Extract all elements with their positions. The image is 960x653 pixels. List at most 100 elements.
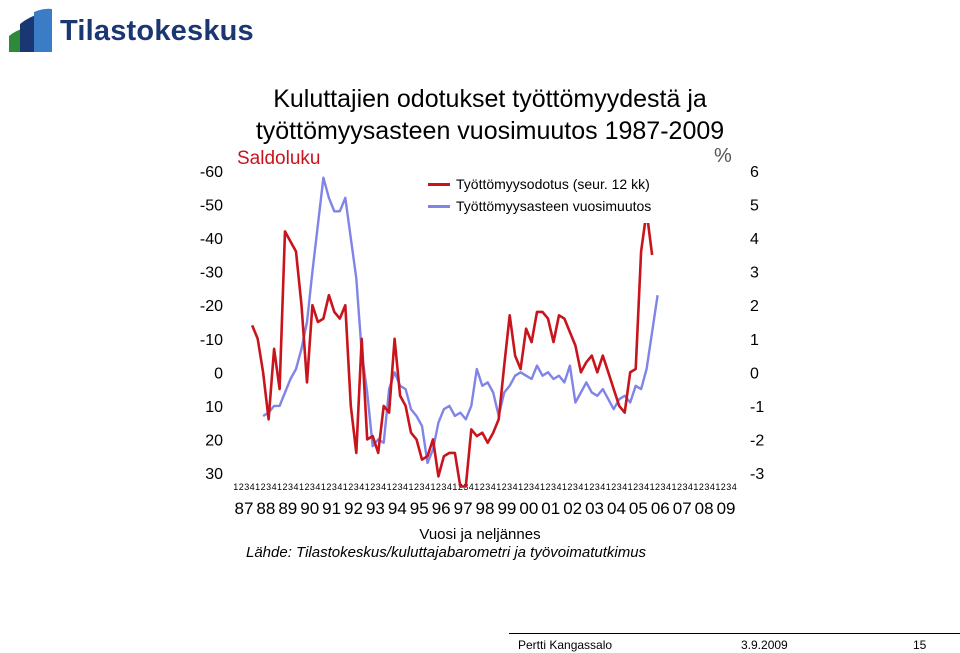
x-quarter-tick-label: 1: [715, 482, 720, 492]
x-quarter-tick-label: 4: [425, 482, 430, 492]
x-quarter-tick-label: 4: [293, 482, 298, 492]
source-note: Lähde: Tilastokeskus/kuluttajabarometri …: [246, 544, 647, 561]
x-axis-title: Vuosi ja neljännes: [419, 526, 541, 543]
legend-item-expectation: Työttömyysodotus (seur. 12 kk): [428, 173, 678, 195]
x-quarter-tick-label: 3: [595, 482, 600, 492]
x-quarter-tick-label: 2: [633, 482, 638, 492]
brand-logo: Tilastokeskus: [6, 6, 254, 56]
x-quarter-tick-label: 3: [310, 482, 315, 492]
x-quarter-tick-label: 4: [359, 482, 364, 492]
legend-swatch-unemployment-change: [428, 204, 450, 208]
x-quarter-tick-label: 1: [277, 482, 282, 492]
x-quarter-tick-label: 3: [726, 482, 731, 492]
x-quarter-tick-label: 3: [507, 482, 512, 492]
right-axis-tick-label: 1: [750, 332, 759, 349]
left-axis-tick-label: 0: [214, 365, 223, 382]
x-quarter-tick-label: 2: [414, 482, 419, 492]
x-quarter-tick-label: 2: [304, 482, 309, 492]
brand-name: Tilastokeskus: [60, 14, 254, 47]
x-quarter-tick-label: 2: [502, 482, 507, 492]
x-quarter-tick-label: 4: [491, 482, 496, 492]
left-axis-tick-label: 20: [205, 432, 223, 449]
right-axis-tick-label: 6: [750, 164, 759, 181]
left-axis-tick-label: 30: [205, 466, 223, 483]
x-quarter-tick-label: 2: [261, 482, 266, 492]
left-axis-tick-label: -50: [200, 198, 223, 215]
x-quarter-tick-label: 4: [469, 482, 474, 492]
chart-title-line1: Kuluttajien odotukset työttömyydestä ja: [273, 85, 707, 113]
x-quarter-tick-label: 2: [348, 482, 353, 492]
x-quarter-tick-label: 2: [721, 482, 726, 492]
right-axis-unit: %: [714, 145, 732, 167]
slide-footer: Pertti Kangassalo 3.9.2009 15: [509, 633, 960, 653]
x-quarter-tick-label: 3: [529, 482, 534, 492]
x-quarter-tick-label: 3: [332, 482, 337, 492]
legend-item-unemployment-change: Työttömyysasteen vuosimuutos: [428, 195, 678, 217]
x-quarter-tick-label: 4: [688, 482, 693, 492]
x-year-tick-label: 95: [410, 499, 429, 518]
x-quarter-tick-label: 4: [513, 482, 518, 492]
footer-page-number: 15: [913, 638, 927, 652]
chart-title-line2: työttömyysasteen vuosimuutos 1987-2009: [255, 117, 725, 145]
series-line-expectation: [250, 210, 654, 488]
x-year-tick-label: 09: [717, 499, 736, 518]
x-quarter-tick-label: 1: [474, 482, 479, 492]
x-year-tick-label: 97: [454, 499, 473, 518]
x-quarter-tick-label: 1: [671, 482, 676, 492]
x-quarter-tick-label: 1: [452, 482, 457, 492]
x-quarter-tick-label: 2: [699, 482, 704, 492]
x-quarter-tick-label: 1: [299, 482, 304, 492]
x-quarter-tick-label: 1: [540, 482, 545, 492]
left-axis-tick-label: -30: [200, 265, 223, 282]
x-quarter-tick-label: 4: [272, 482, 277, 492]
x-year-tick-label: 88: [256, 499, 275, 518]
x-quarter-tick-label: 2: [436, 482, 441, 492]
x-year-tick-label: 93: [366, 499, 385, 518]
x-year-tick-label: 07: [673, 499, 692, 518]
x-quarter-tick-label: 3: [376, 482, 381, 492]
x-quarter-tick-label: 3: [617, 482, 622, 492]
legend-swatch-expectation: [428, 182, 450, 186]
x-quarter-tick-label: 1: [255, 482, 260, 492]
x-quarter-tick-label: 1: [365, 482, 370, 492]
x-quarter-tick-label: 2: [545, 482, 550, 492]
x-year-tick-label: 91: [322, 499, 341, 518]
chart-legend: Työttömyysodotus (seur. 12 kk) Työttömyy…: [428, 173, 678, 223]
x-quarter-tick-label: 1: [518, 482, 523, 492]
x-quarter-tick-label: 1: [343, 482, 348, 492]
x-quarter-tick-label: 3: [661, 482, 666, 492]
legend-label-expectation: Työttömyysodotus (seur. 12 kk): [456, 176, 650, 192]
x-quarter-tick-label: 1: [496, 482, 501, 492]
x-quarter-tick-label: 4: [732, 482, 737, 492]
x-year-tick-label: 04: [607, 499, 626, 518]
x-quarter-tick-label: 3: [441, 482, 446, 492]
right-axis-tick-label: 4: [750, 231, 759, 248]
series-line-unemployment-change: [262, 176, 659, 465]
left-axis-tick-label: -60: [200, 164, 223, 181]
x-year-tick-label: 90: [300, 499, 319, 518]
right-axis-tick-label: 3: [750, 265, 759, 282]
x-quarter-tick-label: 3: [682, 482, 687, 492]
x-year-tick-label: 98: [476, 499, 495, 518]
right-axis-tick-label: -3: [750, 466, 764, 483]
footer-date: 3.9.2009: [741, 638, 788, 652]
x-year-tick-label: 96: [432, 499, 451, 518]
left-axis-tick-label: -40: [200, 231, 223, 248]
x-quarter-tick-label: 4: [535, 482, 540, 492]
x-quarter-tick-label: 4: [315, 482, 320, 492]
x-quarter-tick-label: 3: [266, 482, 271, 492]
left-axis-tick-label: 10: [205, 399, 223, 416]
x-year-tick-label: 03: [585, 499, 604, 518]
x-year-tick-label: 02: [563, 499, 582, 518]
x-year-tick-label: 94: [388, 499, 407, 518]
x-year-tick-label: 87: [234, 499, 253, 518]
x-quarter-tick-label: 1: [693, 482, 698, 492]
x-quarter-tick-label: 1: [584, 482, 589, 492]
x-year-tick-label: 00: [519, 499, 538, 518]
x-quarter-tick-label: 1: [321, 482, 326, 492]
x-quarter-tick-label: 1: [409, 482, 414, 492]
x-quarter-tick-label: 3: [639, 482, 644, 492]
x-quarter-tick-label: 4: [381, 482, 386, 492]
x-year-tick-label: 89: [278, 499, 297, 518]
